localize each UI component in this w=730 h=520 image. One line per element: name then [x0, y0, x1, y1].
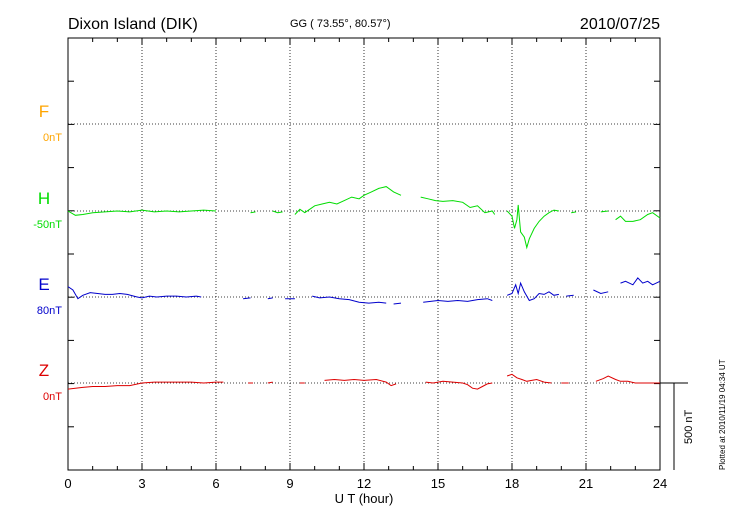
series-labels: F 0nT H -50nT E 80nT Z 0nT	[33, 102, 62, 403]
series-baseline-e: 80nT	[37, 305, 62, 317]
series-baseline-f: 0nT	[43, 132, 62, 144]
series-baseline-h: -50nT	[33, 219, 62, 231]
x-tick-label: 3	[138, 476, 145, 491]
scale-bar-label: 500 nT	[683, 409, 695, 444]
series-name-h: H	[38, 189, 50, 208]
x-axis-label: U T (hour)	[335, 491, 394, 506]
x-tick-label: 12	[357, 476, 371, 491]
series-name-z: Z	[39, 361, 49, 380]
series-name-e: E	[38, 275, 49, 294]
plotted-at-label: Plotted at 2010/11/19 04:34 UT	[718, 359, 727, 470]
trace-e	[67, 277, 661, 305]
axis-ticks	[67, 37, 661, 471]
date-label: 2010/07/25	[580, 16, 660, 33]
x-tick-label: 6	[212, 476, 219, 491]
x-tick-label: 18	[505, 476, 519, 491]
x-tick-label: 21	[579, 476, 593, 491]
grid	[68, 38, 660, 470]
station-title: Dixon Island (DIK)	[68, 16, 198, 33]
series-baseline-z: 0nT	[43, 391, 62, 403]
series-name-f: F	[39, 102, 49, 121]
trace-z	[67, 373, 660, 390]
x-tick-labels: 0 3 6 9 12 15 18 21 24	[64, 476, 667, 491]
coordinates-label: GG ( 73.55°, 80.57°)	[290, 18, 391, 30]
traces	[67, 186, 661, 390]
x-tick-label: 24	[653, 476, 667, 491]
x-tick-label: 0	[64, 476, 71, 491]
trace-h	[67, 186, 661, 250]
x-tick-label: 9	[286, 476, 293, 491]
x-tick-label: 15	[431, 476, 445, 491]
